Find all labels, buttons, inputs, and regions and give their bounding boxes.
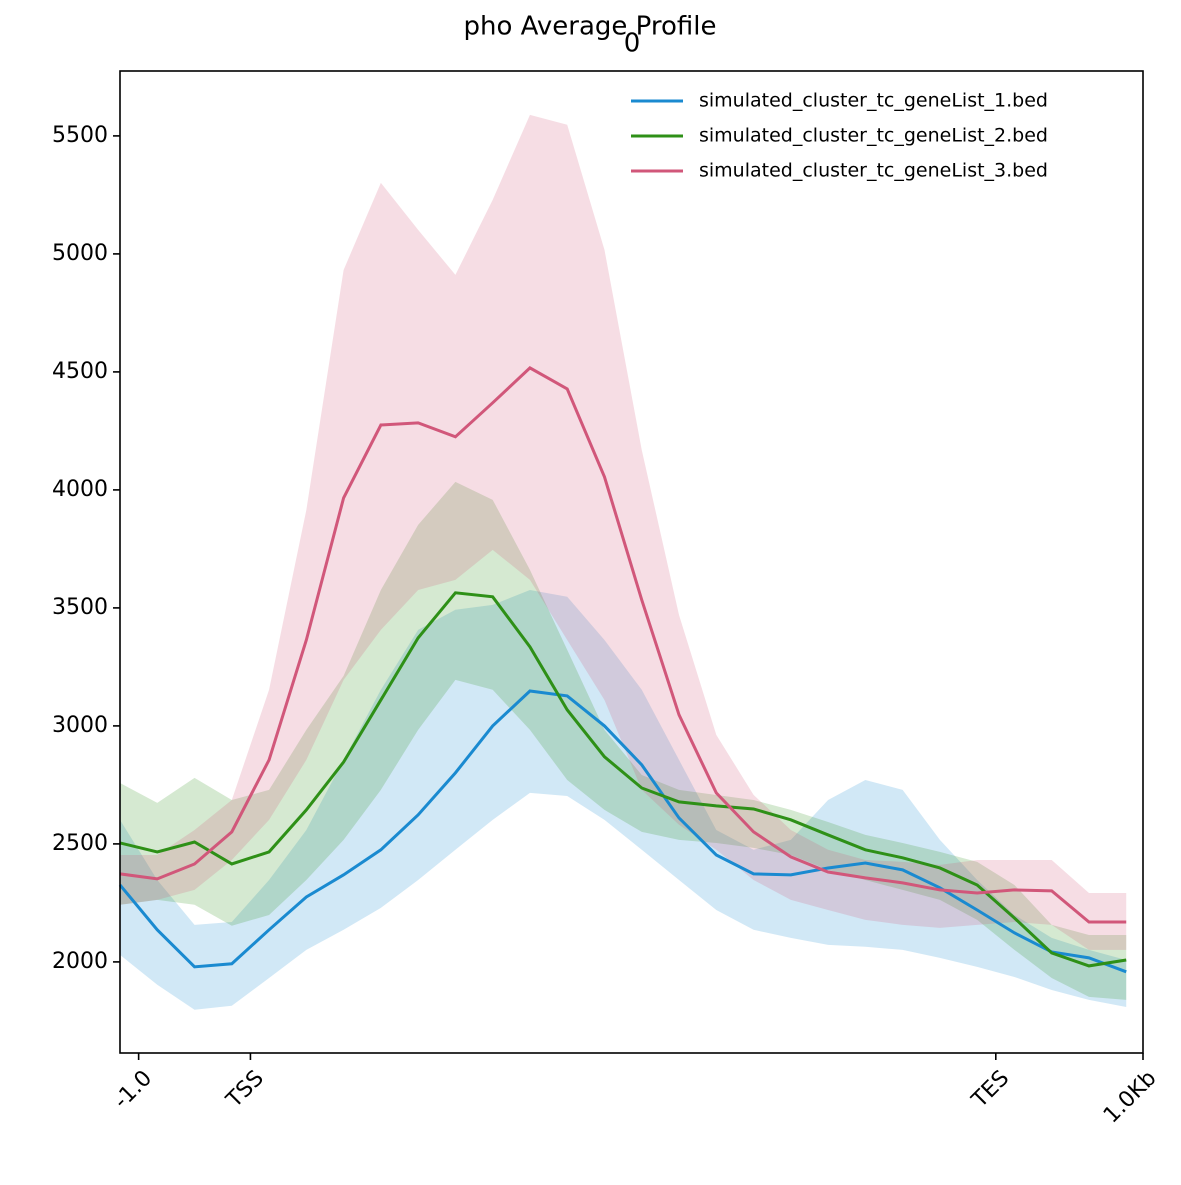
error-band — [120, 589, 1127, 1010]
line — [118, 689, 1127, 974]
error-band — [120, 114, 1127, 950]
legend-label: simulated_cluster_tc_geneList_2.bed — [699, 125, 1048, 147]
legend-label: simulated_cluster_tc_geneList_1.bed — [699, 90, 1048, 112]
y-tick-label: 2000 — [52, 949, 108, 974]
x-tick-label: TES — [967, 1066, 1015, 1114]
chart-title: pho Average Profile — [463, 12, 716, 42]
legend-label: simulated_cluster_tc_geneList_3.bed — [699, 160, 1048, 182]
y-tick-label: 4500 — [52, 359, 108, 384]
y-tick-label: 3000 — [52, 713, 108, 738]
x-tick-label: -1.0 — [109, 1066, 157, 1114]
y-tick-label: 2500 — [52, 831, 108, 856]
y-tick-label: 5500 — [52, 123, 108, 148]
line — [119, 591, 1127, 968]
error-band — [120, 481, 1127, 1000]
chart-subtitle: 0 — [624, 29, 641, 59]
y-tick-label: 5000 — [52, 241, 108, 266]
y-tick-label: 3500 — [52, 595, 108, 620]
line — [119, 366, 1127, 924]
y-tick-label: 4000 — [52, 477, 108, 502]
x-tick-label: 1.0Kb — [1099, 1066, 1162, 1129]
x-tick-label: TSS — [221, 1066, 269, 1114]
plot-frame — [119, 70, 1144, 1054]
